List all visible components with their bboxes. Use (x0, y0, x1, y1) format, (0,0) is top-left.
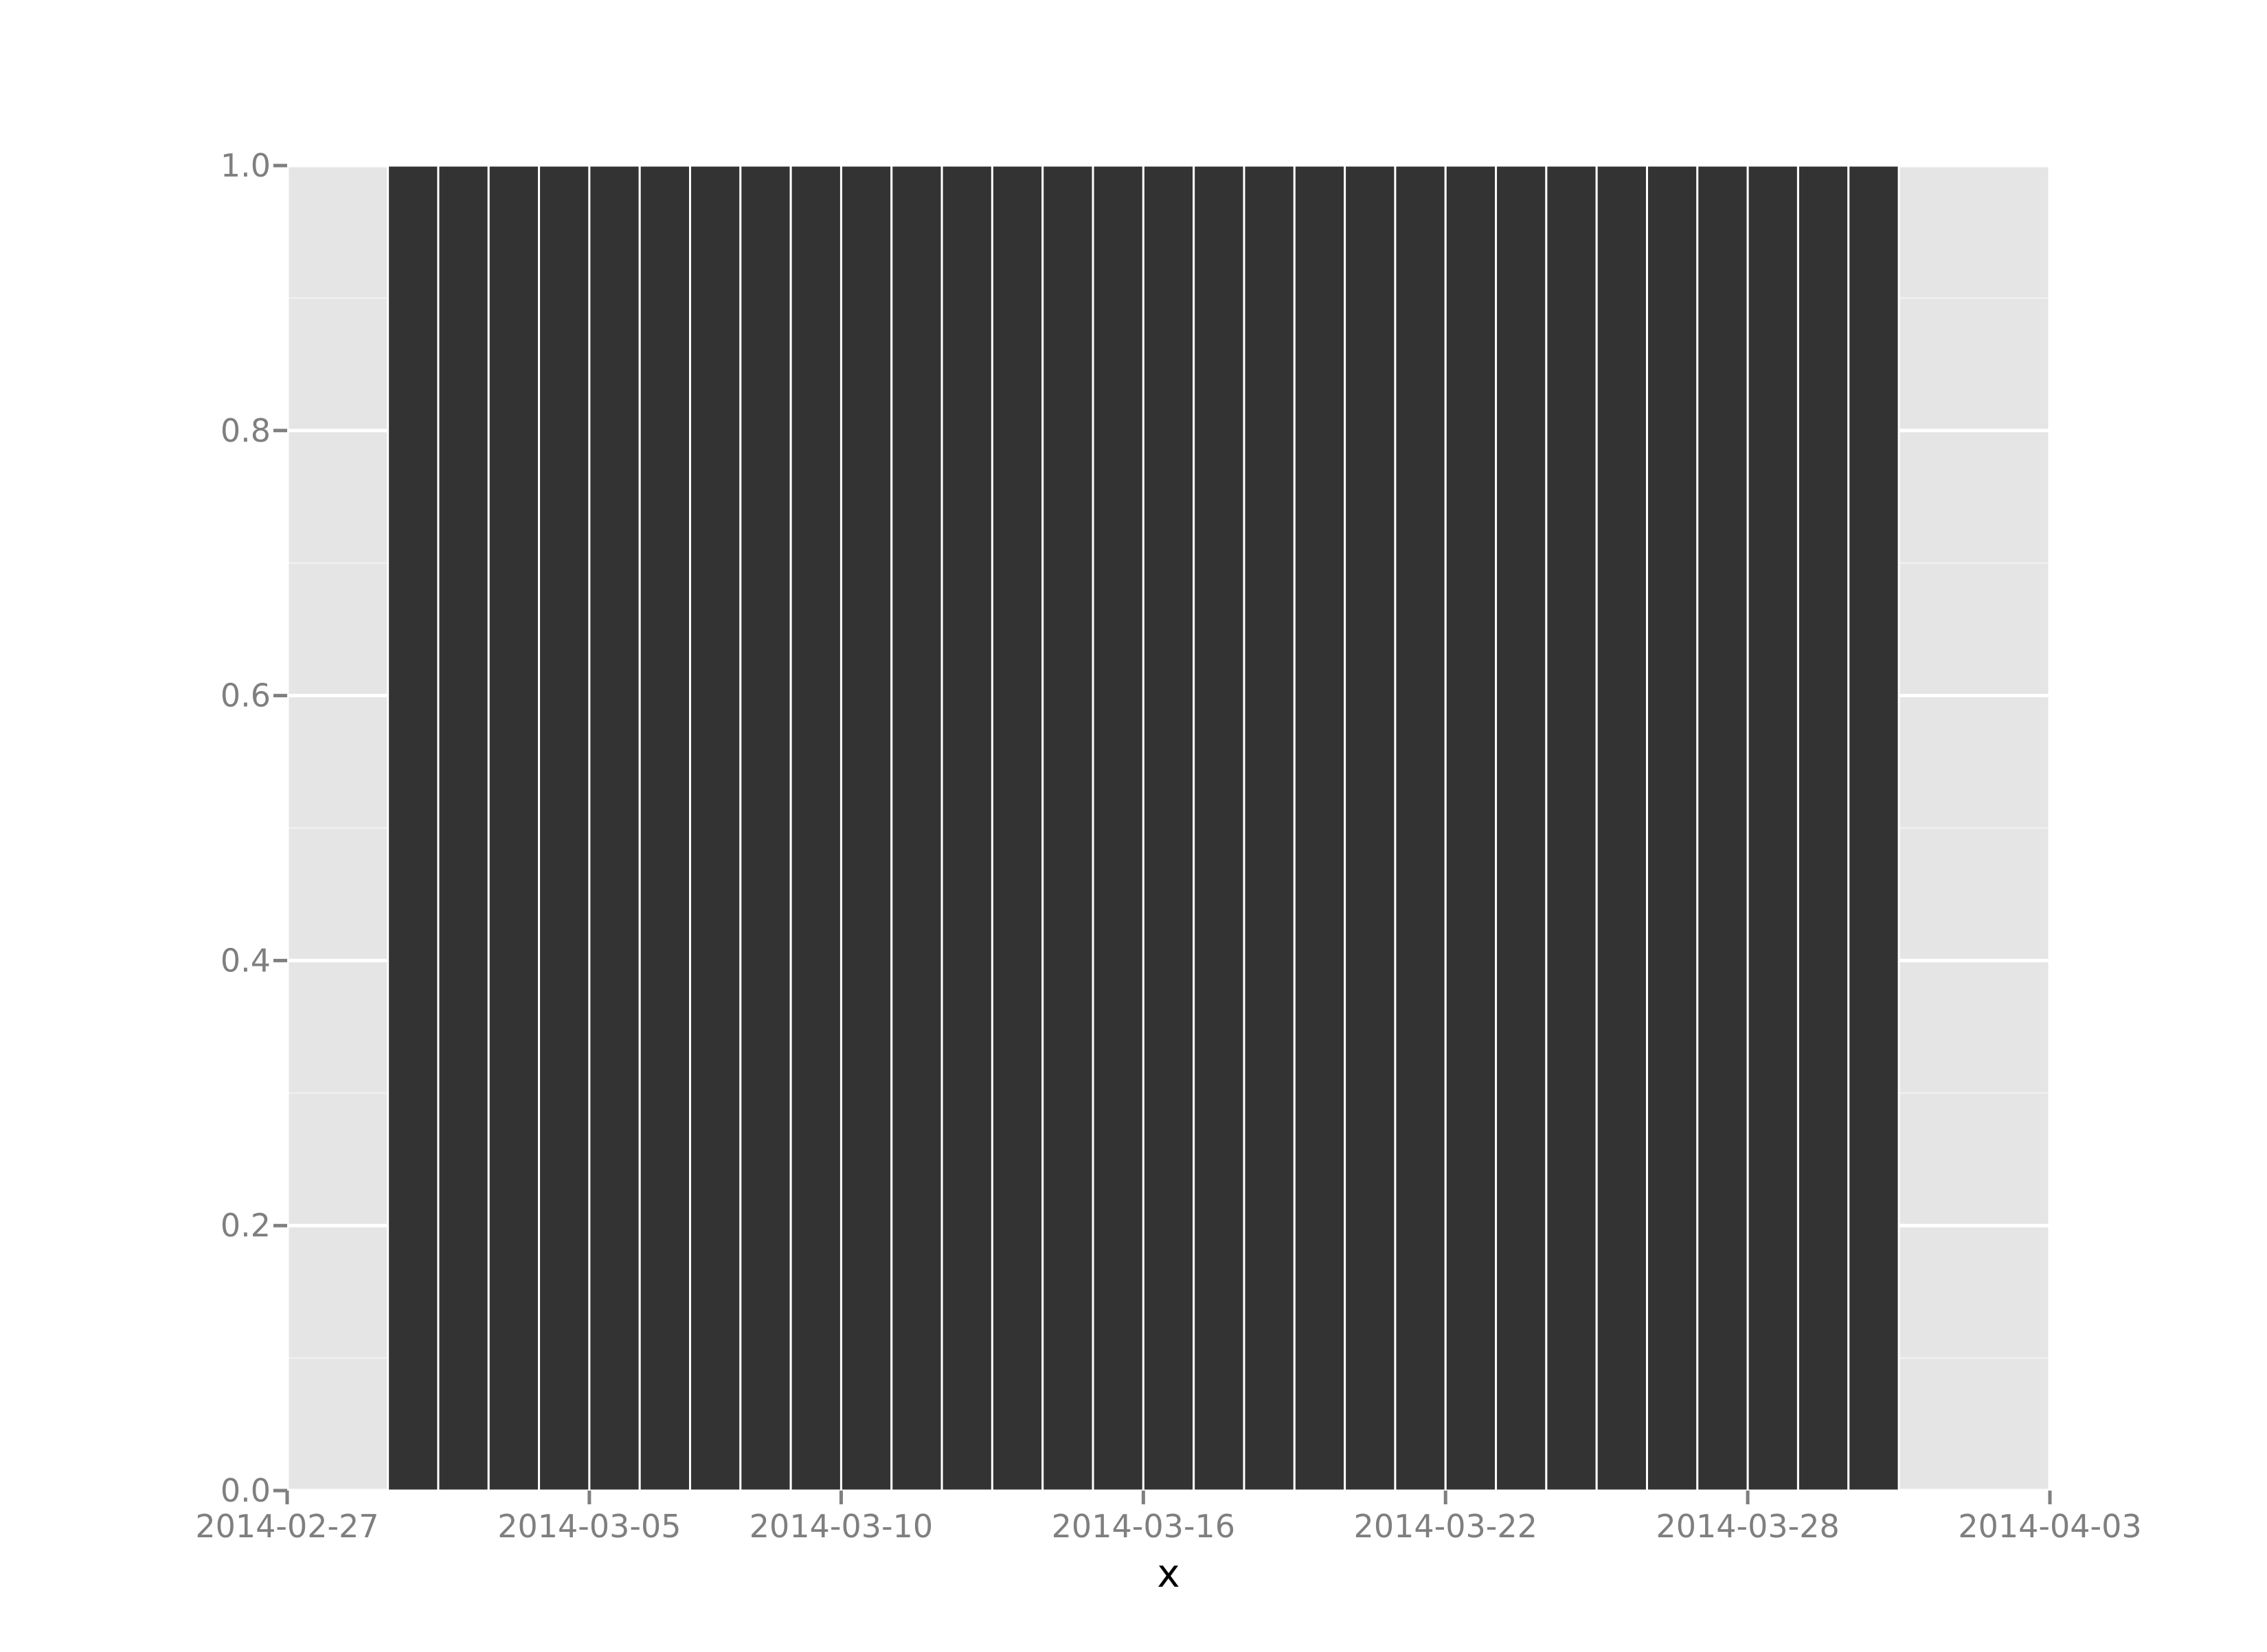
x-axis-title: x (1157, 1552, 1180, 1596)
x-tick-label: 2014-02-27 (195, 1508, 379, 1545)
bar (1243, 164, 1296, 1492)
y-tick-label: 0.4 (221, 942, 271, 979)
bar (588, 164, 641, 1492)
bar (1092, 164, 1144, 1492)
bar (387, 164, 440, 1492)
bar (1746, 164, 1799, 1492)
bar (1645, 164, 1699, 1492)
bar (890, 164, 943, 1492)
bar (1293, 164, 1346, 1492)
bar (538, 164, 591, 1492)
bar (1444, 164, 1498, 1492)
y-tick-label: 1.0 (221, 147, 271, 184)
x-tick-label: 2014-04-03 (1958, 1508, 2141, 1545)
bar (487, 164, 541, 1492)
bar (1545, 164, 1598, 1492)
bar (638, 164, 692, 1492)
bar (1595, 164, 1648, 1492)
bar (1041, 164, 1094, 1492)
x-tick-label: 2014-03-28 (1656, 1508, 1839, 1545)
bar (1193, 164, 1245, 1492)
bar (789, 164, 842, 1492)
y-tick-label: 0.2 (221, 1207, 271, 1244)
bar (1142, 164, 1195, 1492)
bar (437, 164, 490, 1492)
y-tick-label: 0.0 (221, 1472, 271, 1509)
bar (991, 164, 1044, 1492)
bar (839, 164, 893, 1492)
bar (1696, 164, 1749, 1492)
x-tick-label: 2014-03-22 (1354, 1508, 1537, 1545)
x-tick-label: 2014-03-16 (1052, 1508, 1235, 1545)
bar (1847, 164, 1900, 1492)
axes: 0.0 0.2 0.4 0.6 0.8 1.0 2014-02-27 2014-03-05 20… (195, 147, 2141, 1545)
y-tick-label: 0.6 (221, 677, 271, 714)
x-tick-label: 2014-03-05 (497, 1508, 681, 1545)
bar (1796, 164, 1850, 1492)
bar (1394, 164, 1447, 1492)
y-tick-label: 0.8 (221, 412, 271, 449)
bar (739, 164, 792, 1492)
x-tick-label: 2014-03-10 (749, 1508, 933, 1545)
bars (387, 164, 1900, 1492)
bar (689, 164, 742, 1492)
bar (1344, 164, 1397, 1492)
bar (940, 164, 993, 1492)
bar (1495, 164, 1548, 1492)
